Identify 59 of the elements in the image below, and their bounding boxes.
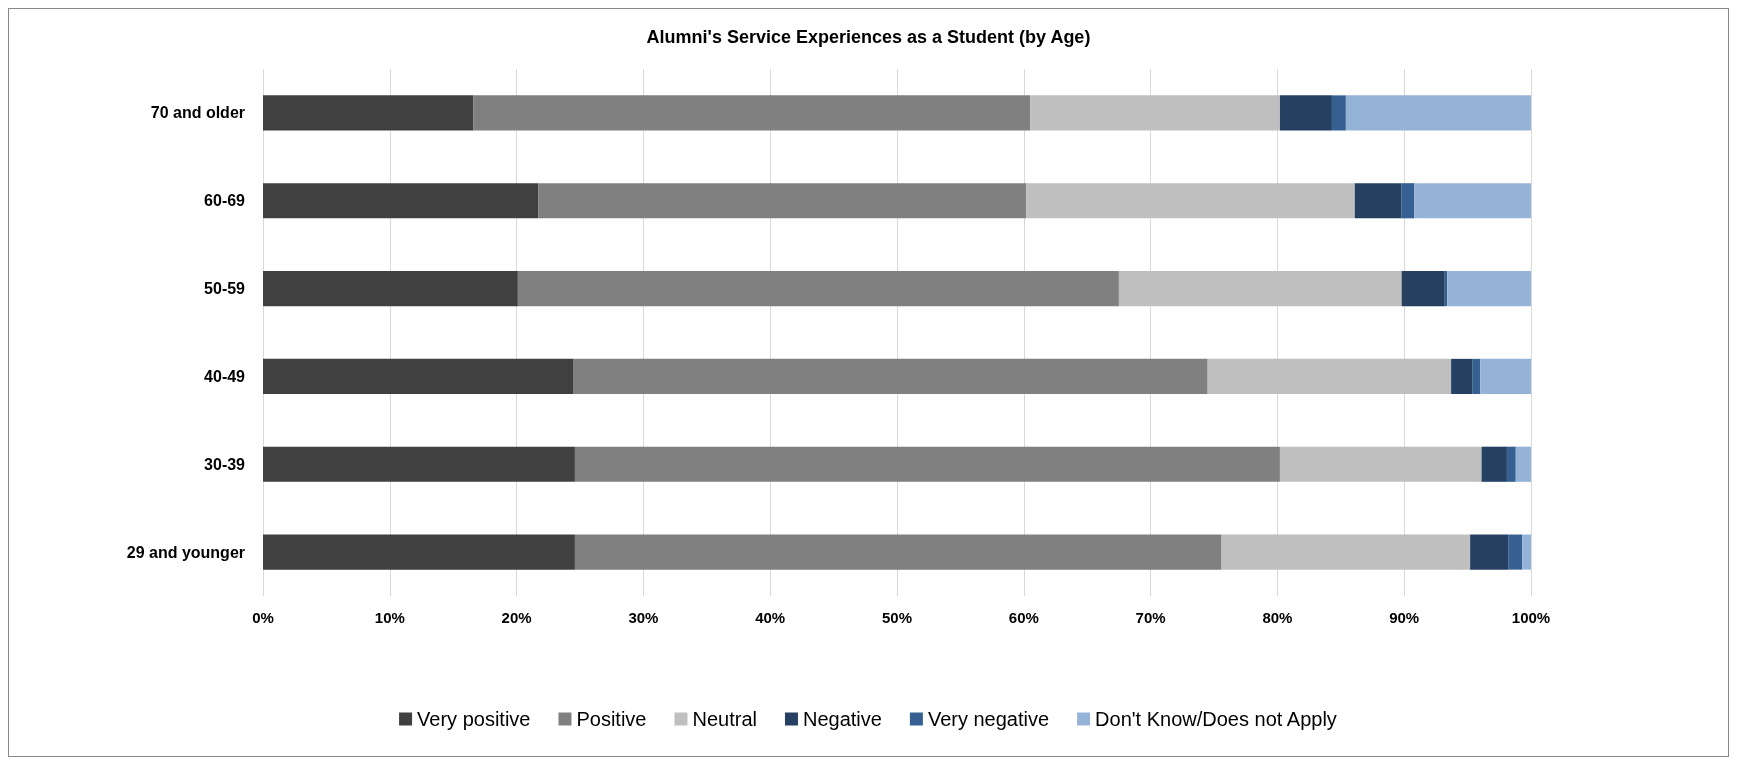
- legend-label: Positive: [576, 708, 647, 730]
- bar: [473, 95, 1031, 131]
- bar: [1207, 358, 1452, 394]
- bar: [574, 446, 1280, 482]
- y-tick-label: 29 and younger: [126, 543, 245, 561]
- bar: [574, 534, 1222, 570]
- bar: [1522, 534, 1531, 570]
- bar: [263, 95, 474, 131]
- bar: [1026, 183, 1355, 219]
- bar: [1118, 271, 1402, 307]
- bar: [1508, 534, 1523, 570]
- bar: [1472, 358, 1481, 394]
- y-tick-label: 30-39: [204, 455, 246, 473]
- bar: [1345, 95, 1531, 131]
- y-tick-label: 40-49: [204, 367, 246, 385]
- bar: [263, 271, 518, 307]
- x-tick-label: 40%: [755, 609, 786, 626]
- bar: [263, 534, 575, 570]
- x-tick-label: 60%: [1008, 609, 1039, 626]
- chart-title: Alumni's Service Experiences as a Student (by Age): [646, 27, 1091, 47]
- legend-label: Neutral: [692, 708, 757, 730]
- bar: [573, 358, 1208, 394]
- bar: [517, 271, 1119, 307]
- bar: [1414, 183, 1531, 219]
- x-tick-label: 90%: [1389, 609, 1420, 626]
- bar: [1447, 271, 1531, 307]
- bar: [1401, 271, 1445, 307]
- bar: [1030, 95, 1280, 131]
- y-tick-label: 70 and older: [150, 104, 245, 122]
- x-tick-label: 10%: [374, 609, 405, 626]
- bar: [538, 183, 1027, 219]
- bar: [1480, 358, 1531, 394]
- bar: [1470, 534, 1509, 570]
- bar: [1331, 95, 1346, 131]
- x-tick-label: 20%: [501, 609, 532, 626]
- bar: [1506, 446, 1516, 482]
- x-tick-label: 30%: [628, 609, 659, 626]
- legend-label: Don't Know/Does not Apply: [1095, 708, 1337, 730]
- x-tick-label: 70%: [1135, 609, 1166, 626]
- legend-label: Negative: [802, 708, 882, 730]
- y-tick-label: 60-69: [204, 192, 246, 210]
- bar: [1481, 446, 1507, 482]
- x-tick-label: 50%: [881, 609, 913, 626]
- bar: [1279, 95, 1332, 131]
- legend-label: Very negative: [927, 708, 1050, 730]
- bar: [263, 446, 575, 482]
- bar: [1401, 183, 1415, 219]
- bar: [1279, 446, 1482, 482]
- x-tick-label: 100%: [1511, 609, 1551, 626]
- y-tick-label: 50-59: [204, 280, 246, 298]
- bar: [263, 183, 539, 219]
- bar: [263, 358, 574, 394]
- bar: [1451, 358, 1473, 394]
- x-tick-label: 0%: [252, 609, 274, 626]
- bar: [1354, 183, 1402, 219]
- bar: [1221, 534, 1471, 570]
- x-tick-label: 80%: [1262, 609, 1293, 626]
- bar: [1515, 446, 1531, 482]
- legend-label: Very positive: [417, 708, 531, 730]
